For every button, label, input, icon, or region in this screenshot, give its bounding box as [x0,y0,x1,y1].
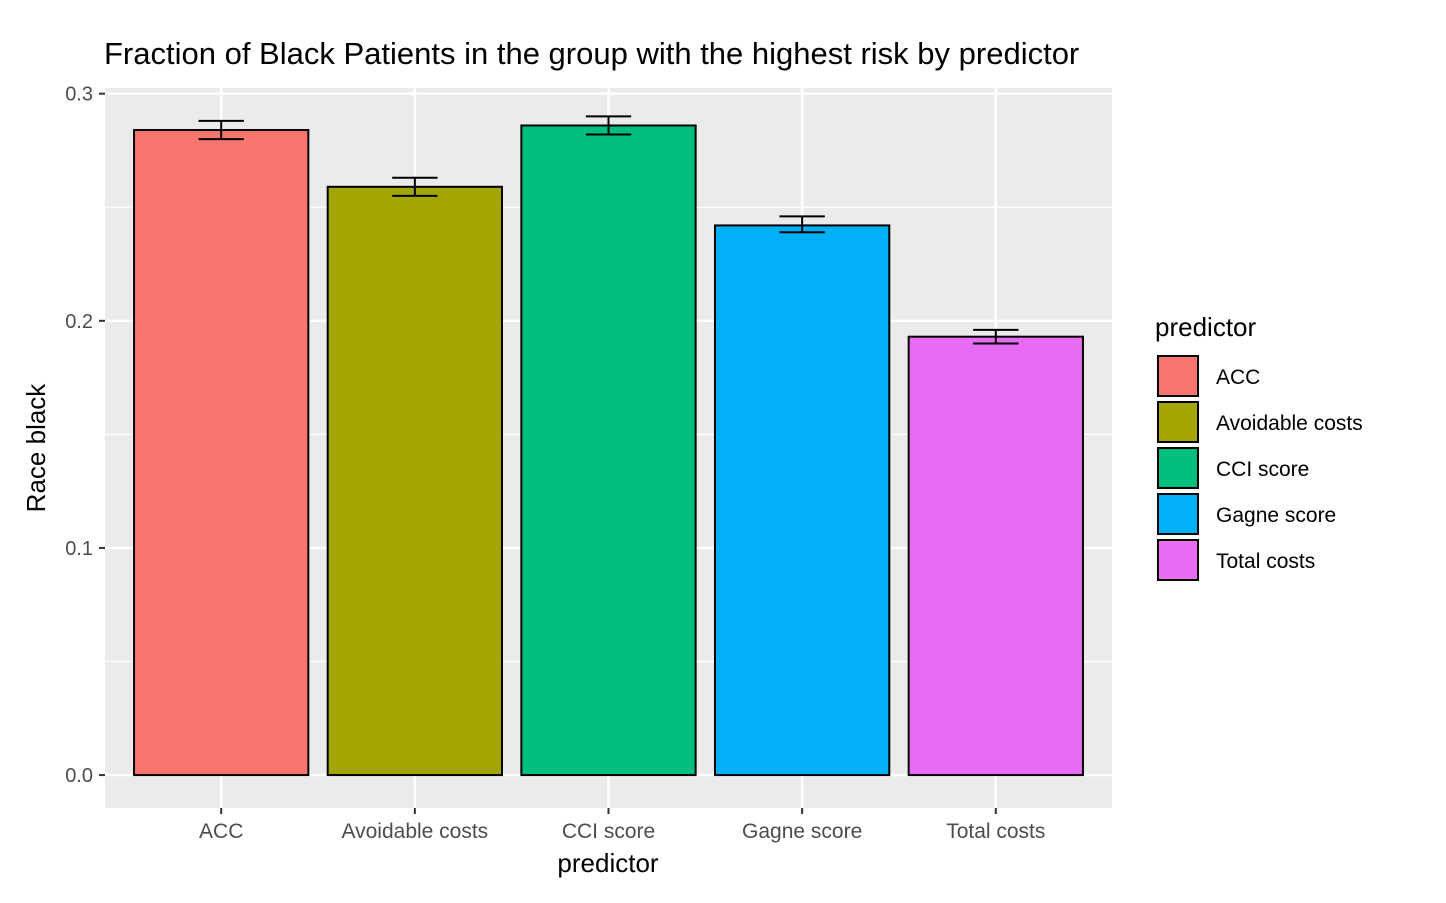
y-axis: 0.0 0.1 0.2 0.3 [65,84,105,787]
x-tick-label: CCI score [562,820,655,843]
y-axis-title: Race black [21,383,51,513]
y-tick-label: 0.0 [65,765,93,787]
error-bar [198,119,244,141]
x-tick-label: ACC [199,820,243,843]
chart-title: Fraction of Black Patients in the group … [104,36,1079,71]
legend-label: CCI score [1216,458,1309,481]
y-tick-label: 0.1 [65,538,93,560]
legend-key [1157,493,1199,535]
x-tick-label: Gagne score [742,820,862,843]
bar-cci-score [520,124,697,777]
x-tick-label: Avoidable costs [341,820,488,843]
legend-label: Total costs [1216,550,1315,573]
error-bar [585,115,632,136]
legend-item: Gagne score [1157,493,1336,535]
legend-label: ACC [1216,366,1260,389]
error-bar [973,328,1019,345]
error-bars [198,115,1019,345]
legend-label: Gagne score [1216,504,1336,527]
legend-item: CCI score [1157,447,1309,489]
bar-acc [133,129,310,777]
bar-avoidable-costs [326,185,503,777]
x-axis-title: predictor [557,848,658,878]
bars [133,124,1084,777]
legend-key [1157,355,1199,397]
bar-total-costs [907,335,1084,777]
legend-item: Total costs [1157,539,1315,581]
legend-items: ACC Avoidable costs CCI score Gagne score To… [1157,355,1363,581]
legend-item: Avoidable costs [1157,401,1363,443]
y-tick-label: 0.2 [65,311,93,333]
legend-key [1157,539,1199,581]
legend-key [1157,401,1199,443]
x-axis: ACC Avoidable costs CCI score Gagne score To… [199,808,1045,843]
legend: predictor ACC Avoidable costs CCI score Gag… [1155,312,1363,581]
legend-item: ACC [1157,355,1260,397]
error-bar [392,176,438,197]
bar-gagne-score [714,224,891,777]
legend-key [1157,447,1199,489]
error-bar [779,215,825,234]
y-tick-label: 0.3 [65,84,93,106]
x-tick-label: Total costs [946,820,1045,843]
legend-label: Avoidable costs [1216,412,1363,435]
legend-title: predictor [1155,312,1256,342]
